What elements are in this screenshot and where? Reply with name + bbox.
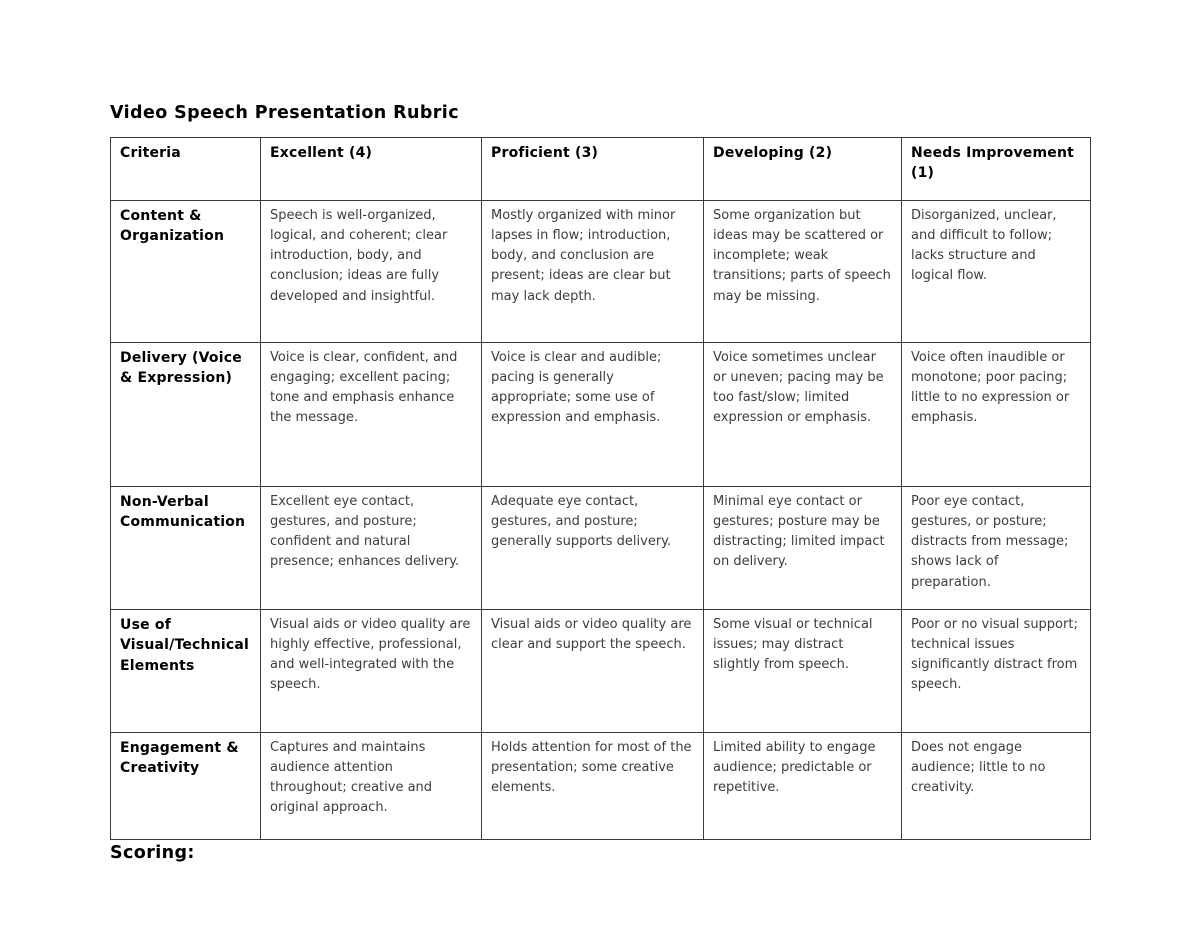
proficient-cell: Visual aids or video quality are clear a… xyxy=(481,609,704,733)
needs-improvement-cell: Poor eye contact, gestures, or posture; … xyxy=(901,486,1091,610)
proficient-cell: Adequate eye contact, gestures, and post… xyxy=(481,486,704,610)
criteria-cell: Delivery (Voice & Expression) xyxy=(110,342,261,487)
table-row-visual-technical: Use of Visual/Technical Elements Visual … xyxy=(110,609,1091,733)
table-row-delivery: Delivery (Voice & Expression) Voice is c… xyxy=(110,342,1091,487)
excellent-cell: Voice is clear, confident, and engaging;… xyxy=(260,342,482,487)
proficient-cell: Holds attention for most of the presenta… xyxy=(481,732,704,840)
excellent-cell: Visual aids or video quality are highly … xyxy=(260,609,482,733)
criteria-cell: Use of Visual/Technical Elements xyxy=(110,609,261,733)
scoring-heading: Scoring: xyxy=(110,843,195,863)
header-excellent: Excellent (4) xyxy=(260,137,482,201)
developing-cell: Limited ability to engage audience; pred… xyxy=(703,732,902,840)
developing-cell: Minimal eye contact or gestures; posture… xyxy=(703,486,902,610)
excellent-cell: Captures and maintains audience attentio… xyxy=(260,732,482,840)
needs-improvement-cell: Voice often inaudible or monotone; poor … xyxy=(901,342,1091,487)
needs-improvement-cell: Disorganized, unclear, and difficult to … xyxy=(901,200,1091,343)
developing-cell: Voice sometimes unclear or uneven; pacin… xyxy=(703,342,902,487)
header-developing: Developing (2) xyxy=(703,137,902,201)
header-row: Criteria Excellent (4) Proficient (3) De… xyxy=(110,137,1091,201)
header-criteria: Criteria xyxy=(110,137,261,201)
table-row-engagement: Engagement & Creativity Captures and mai… xyxy=(110,732,1091,840)
excellent-cell: Excellent eye contact, gestures, and pos… xyxy=(260,486,482,610)
needs-improvement-cell: Poor or no visual support; technical iss… xyxy=(901,609,1091,733)
developing-cell: Some visual or technical issues; may dis… xyxy=(703,609,902,733)
needs-improvement-cell: Does not engage audience; little to no c… xyxy=(901,732,1091,840)
criteria-cell: Content & Organization xyxy=(110,200,261,343)
criteria-cell: Non-Verbal Communication xyxy=(110,486,261,610)
developing-cell: Some organization but ideas may be scatt… xyxy=(703,200,902,343)
rubric-table: Criteria Excellent (4) Proficient (3) De… xyxy=(110,137,1091,840)
table-row-non-verbal: Non-Verbal Communication Excellent eye c… xyxy=(110,486,1091,610)
criteria-cell: Engagement & Creativity xyxy=(110,732,261,840)
header-proficient: Proficient (3) xyxy=(481,137,704,201)
table-row-content-organization: Content & Organization Speech is well-or… xyxy=(110,200,1091,343)
excellent-cell: Speech is well-organized, logical, and c… xyxy=(260,200,482,343)
header-needs-improvement: Needs Improvement (1) xyxy=(901,137,1091,201)
document-title: Video Speech Presentation Rubric xyxy=(110,103,459,123)
document-body: Video Speech Presentation Rubric Criteri… xyxy=(110,103,1092,863)
proficient-cell: Voice is clear and audible; pacing is ge… xyxy=(481,342,704,487)
proficient-cell: Mostly organized with minor lapses in fl… xyxy=(481,200,704,343)
